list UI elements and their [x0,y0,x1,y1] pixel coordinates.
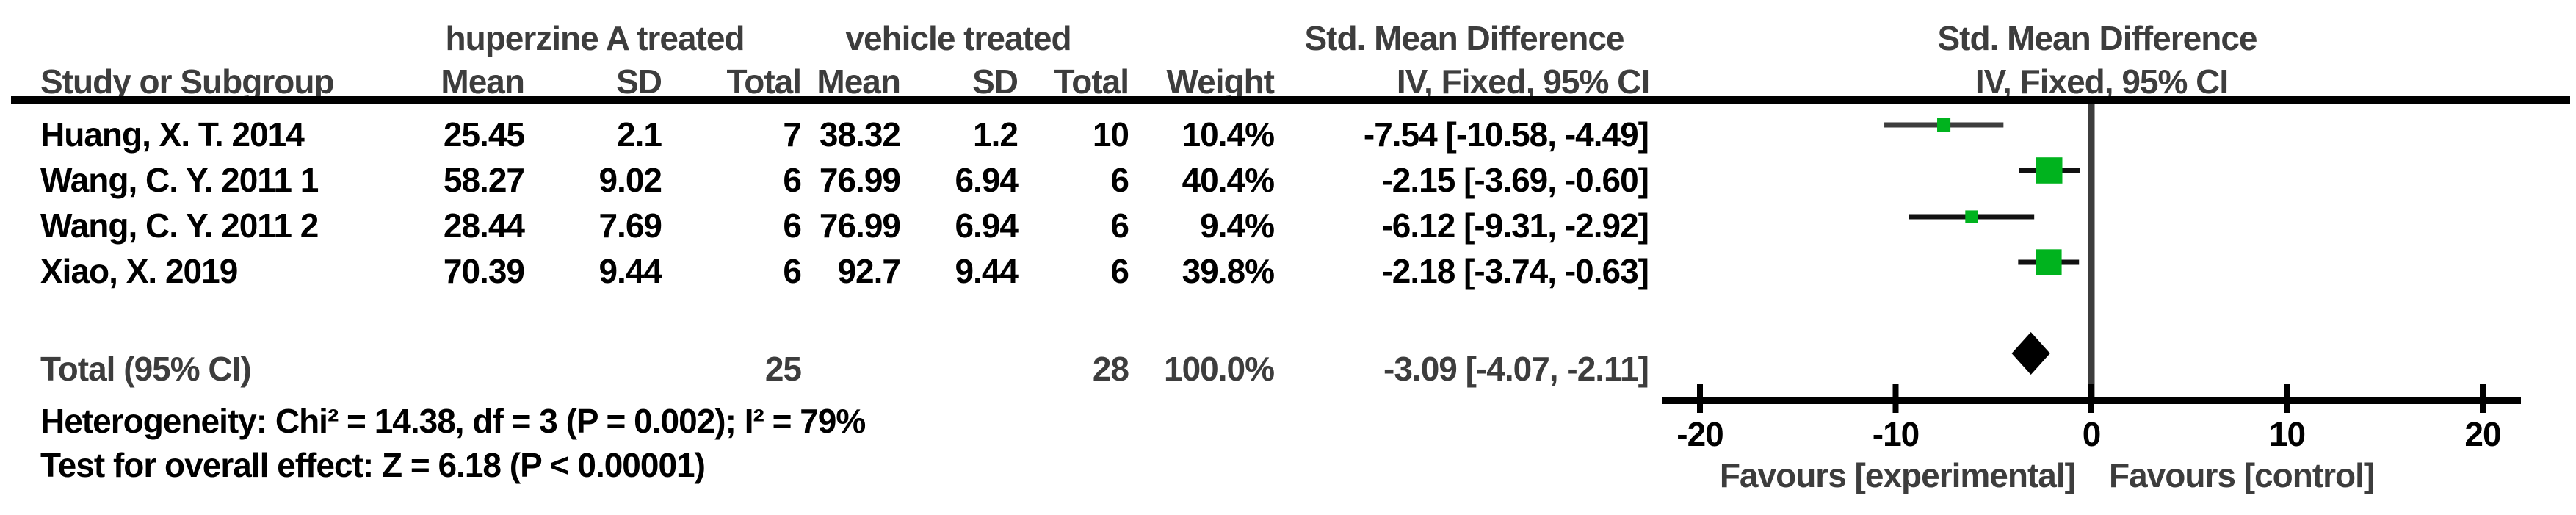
study-name: Xiao, X. 2019 [40,252,238,290]
mean1-value: 25.45 [443,115,525,154]
total-n-control: 28 [1092,350,1129,388]
total-n-experimental: 25 [764,350,802,388]
axis-tick [2480,384,2486,413]
mean2-value: 92.7 [837,252,901,290]
sd1-value: 9.02 [598,161,662,199]
total2-value: 6 [1110,206,1129,245]
col-header-mean1: Mean [441,62,525,101]
col-header-study: Study or Subgroup [40,62,335,101]
axis-tick-label: 10 [2268,415,2306,453]
weight-value: 40.4% [1182,161,1275,199]
weight-square [2036,249,2062,275]
sd2-value: 6.94 [955,206,1019,245]
smd-title-plot: Std. Mean Difference [1937,19,2258,57]
overall-effect-stats: Test for overall effect: Z = 6.18 (P < 0… [40,446,706,484]
weight-square [1965,210,1978,223]
total1-value: 6 [783,161,802,199]
col-header-method-plot: IV, Fixed, 95% CI [1975,62,2229,101]
header-rule [11,96,2570,104]
sd2-value: 6.94 [955,161,1019,199]
mean1-value: 28.44 [443,206,525,245]
study-name: Huang, X. T. 2014 [40,115,305,154]
sd2-value: 9.44 [955,252,1019,290]
zero-reference-line [2088,104,2095,400]
weight-square [1937,118,1951,132]
total2-value: 6 [1110,161,1129,199]
table-row: Huang, X. T. 2014 25.45 2.1 7 38.32 1.2 … [0,115,2576,154]
axis-tick-label: -10 [1872,415,1920,453]
heterogeneity-stats: Heterogeneity: Chi² = 14.38, df = 3 (P =… [40,402,866,440]
pooled-diamond [2011,332,2050,375]
study-name: Wang, C. Y. 2011 1 [40,161,319,199]
group-control-label: vehicle treated [845,19,1071,57]
total1-value: 6 [783,206,802,245]
favours-control-label: Favours [control] [2109,456,2375,494]
sd2-value: 1.2 [973,115,1019,154]
col-header-weight: Weight [1166,62,1275,101]
total1-value: 7 [783,115,802,154]
table-row: Wang, C. Y. 2011 2 28.44 7.69 6 76.99 6.… [0,206,2576,245]
total-ci-text: -3.09 [-4.07, -2.11] [1383,350,1649,388]
axis-tick [2088,384,2094,413]
group-experimental-label: huperzine A treated [445,19,745,57]
total-label: Total (95% CI) [40,350,252,388]
sd1-value: 7.69 [598,206,662,245]
col-header-mean2: Mean [817,62,901,101]
mean2-value: 76.99 [819,206,901,245]
sd1-value: 9.44 [598,252,662,290]
total-row: Total (95% CI) 25 28 100.0% -3.09 [-4.07… [0,350,2576,388]
weight-value: 39.8% [1182,252,1275,290]
weight-value: 9.4% [1200,206,1275,245]
col-header-total1: Total [726,62,802,101]
mean2-value: 38.32 [819,115,901,154]
total-weight: 100.0% [1163,350,1275,388]
axis-tick-label: 20 [2464,415,2501,453]
favours-experimental-label: Favours [experimental] [1719,456,2076,494]
weight-square [2036,157,2063,184]
table-row: Wang, C. Y. 2011 1 58.27 9.02 6 76.99 6.… [0,161,2576,199]
total2-value: 6 [1110,252,1129,290]
ci-text: -2.15 [-3.69, -0.60] [1381,161,1649,199]
ci-text: -2.18 [-3.74, -0.63] [1381,252,1649,290]
col-header-sd2: SD [972,62,1019,101]
axis-tick [1697,384,1703,413]
mean2-value: 76.99 [819,161,901,199]
study-name: Wang, C. Y. 2011 2 [40,206,319,245]
axis-tick-label: -20 [1676,415,1723,453]
group-header-row: huperzine A treated vehicle treated Std.… [0,19,2576,57]
mean1-value: 70.39 [443,252,525,290]
table-row: Xiao, X. 2019 70.39 9.44 6 92.7 9.44 6 3… [0,252,2576,290]
column-header-row: Study or Subgroup Mean SD Total Mean SD … [0,62,2576,101]
axis-tick [1892,384,1899,413]
total1-value: 6 [783,252,802,290]
col-header-sd1: SD [616,62,662,101]
axis-tick [2284,384,2290,413]
sd1-value: 2.1 [617,115,662,154]
col-header-method-table: IV, Fixed, 95% CI [1396,62,1650,101]
axis-tick-label: 0 [2082,415,2102,453]
weight-value: 10.4% [1182,115,1275,154]
col-header-total2: Total [1054,62,1129,101]
ci-text: -7.54 [-10.58, -4.49] [1363,115,1649,154]
smd-title-table: Std. Mean Difference [1304,19,1625,57]
ci-text: -6.12 [-9.31, -2.92] [1381,206,1649,245]
mean1-value: 58.27 [443,161,525,199]
total2-value: 10 [1092,115,1129,154]
